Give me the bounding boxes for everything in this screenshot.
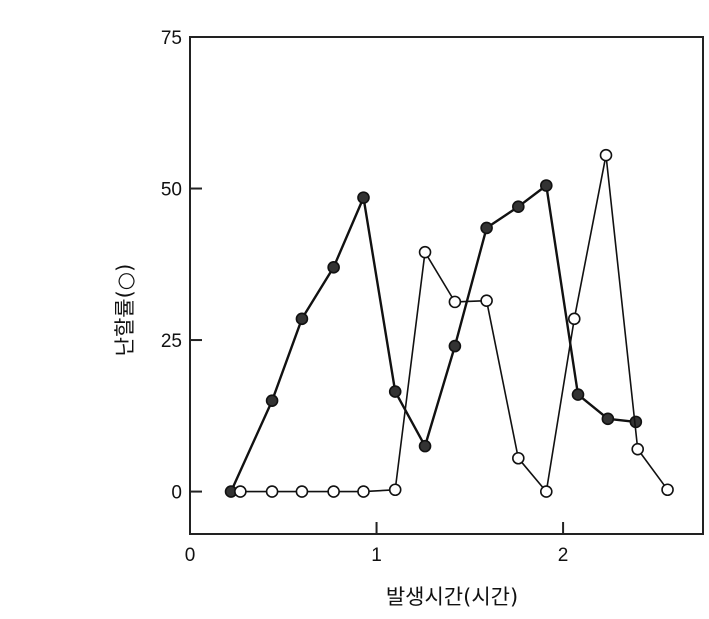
data-point: [540, 179, 553, 192]
series-layer: [224, 148, 674, 498]
x-tick-label: 1: [371, 545, 382, 566]
plot-frame: [189, 36, 704, 535]
y-tick-label: 50: [161, 180, 182, 201]
data-point: [234, 485, 247, 498]
data-point: [480, 294, 493, 307]
series-open: [234, 148, 674, 498]
series-line: [229, 184, 636, 493]
data-point: [448, 295, 462, 309]
data-point: [512, 200, 525, 214]
data-point: [295, 485, 309, 498]
data-point: [631, 442, 645, 456]
data-point: [388, 385, 402, 398]
y-tick-label: 75: [161, 28, 182, 49]
data-point: [357, 485, 370, 498]
x-tick-label: 2: [558, 545, 569, 566]
data-point: [418, 245, 432, 259]
data-point: [265, 394, 279, 407]
data-point: [295, 312, 309, 326]
data-point: [388, 483, 402, 497]
data-point: [540, 485, 553, 498]
data-point: [599, 148, 613, 162]
y-tick-label: 0: [171, 483, 182, 504]
data-point: [448, 339, 462, 353]
data-point: [265, 485, 279, 498]
data-point: [571, 388, 585, 401]
data-point: [567, 312, 581, 326]
y-axis-title: 난할률(○): [113, 264, 137, 357]
series-filled: [224, 179, 643, 498]
data-point: [357, 191, 370, 204]
data-point: [601, 412, 615, 426]
x-tick-label: 0: [185, 545, 196, 566]
data-point: [480, 221, 493, 235]
data-point: [327, 485, 340, 498]
x-axis-title: 발생시간(시간): [386, 585, 518, 609]
data-point: [327, 261, 340, 274]
data-point: [418, 439, 432, 453]
y-tick-label: 25: [161, 331, 182, 352]
x-axis: 0 1 2: [185, 522, 569, 566]
data-point: [512, 451, 525, 465]
y-axis: 0 25 50 75: [161, 28, 202, 504]
data-point: [661, 483, 674, 497]
